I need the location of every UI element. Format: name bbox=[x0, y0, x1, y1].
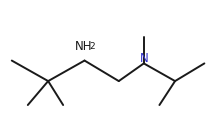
Text: 2: 2 bbox=[90, 42, 95, 50]
Text: N: N bbox=[140, 51, 148, 64]
Text: NH: NH bbox=[75, 40, 92, 52]
